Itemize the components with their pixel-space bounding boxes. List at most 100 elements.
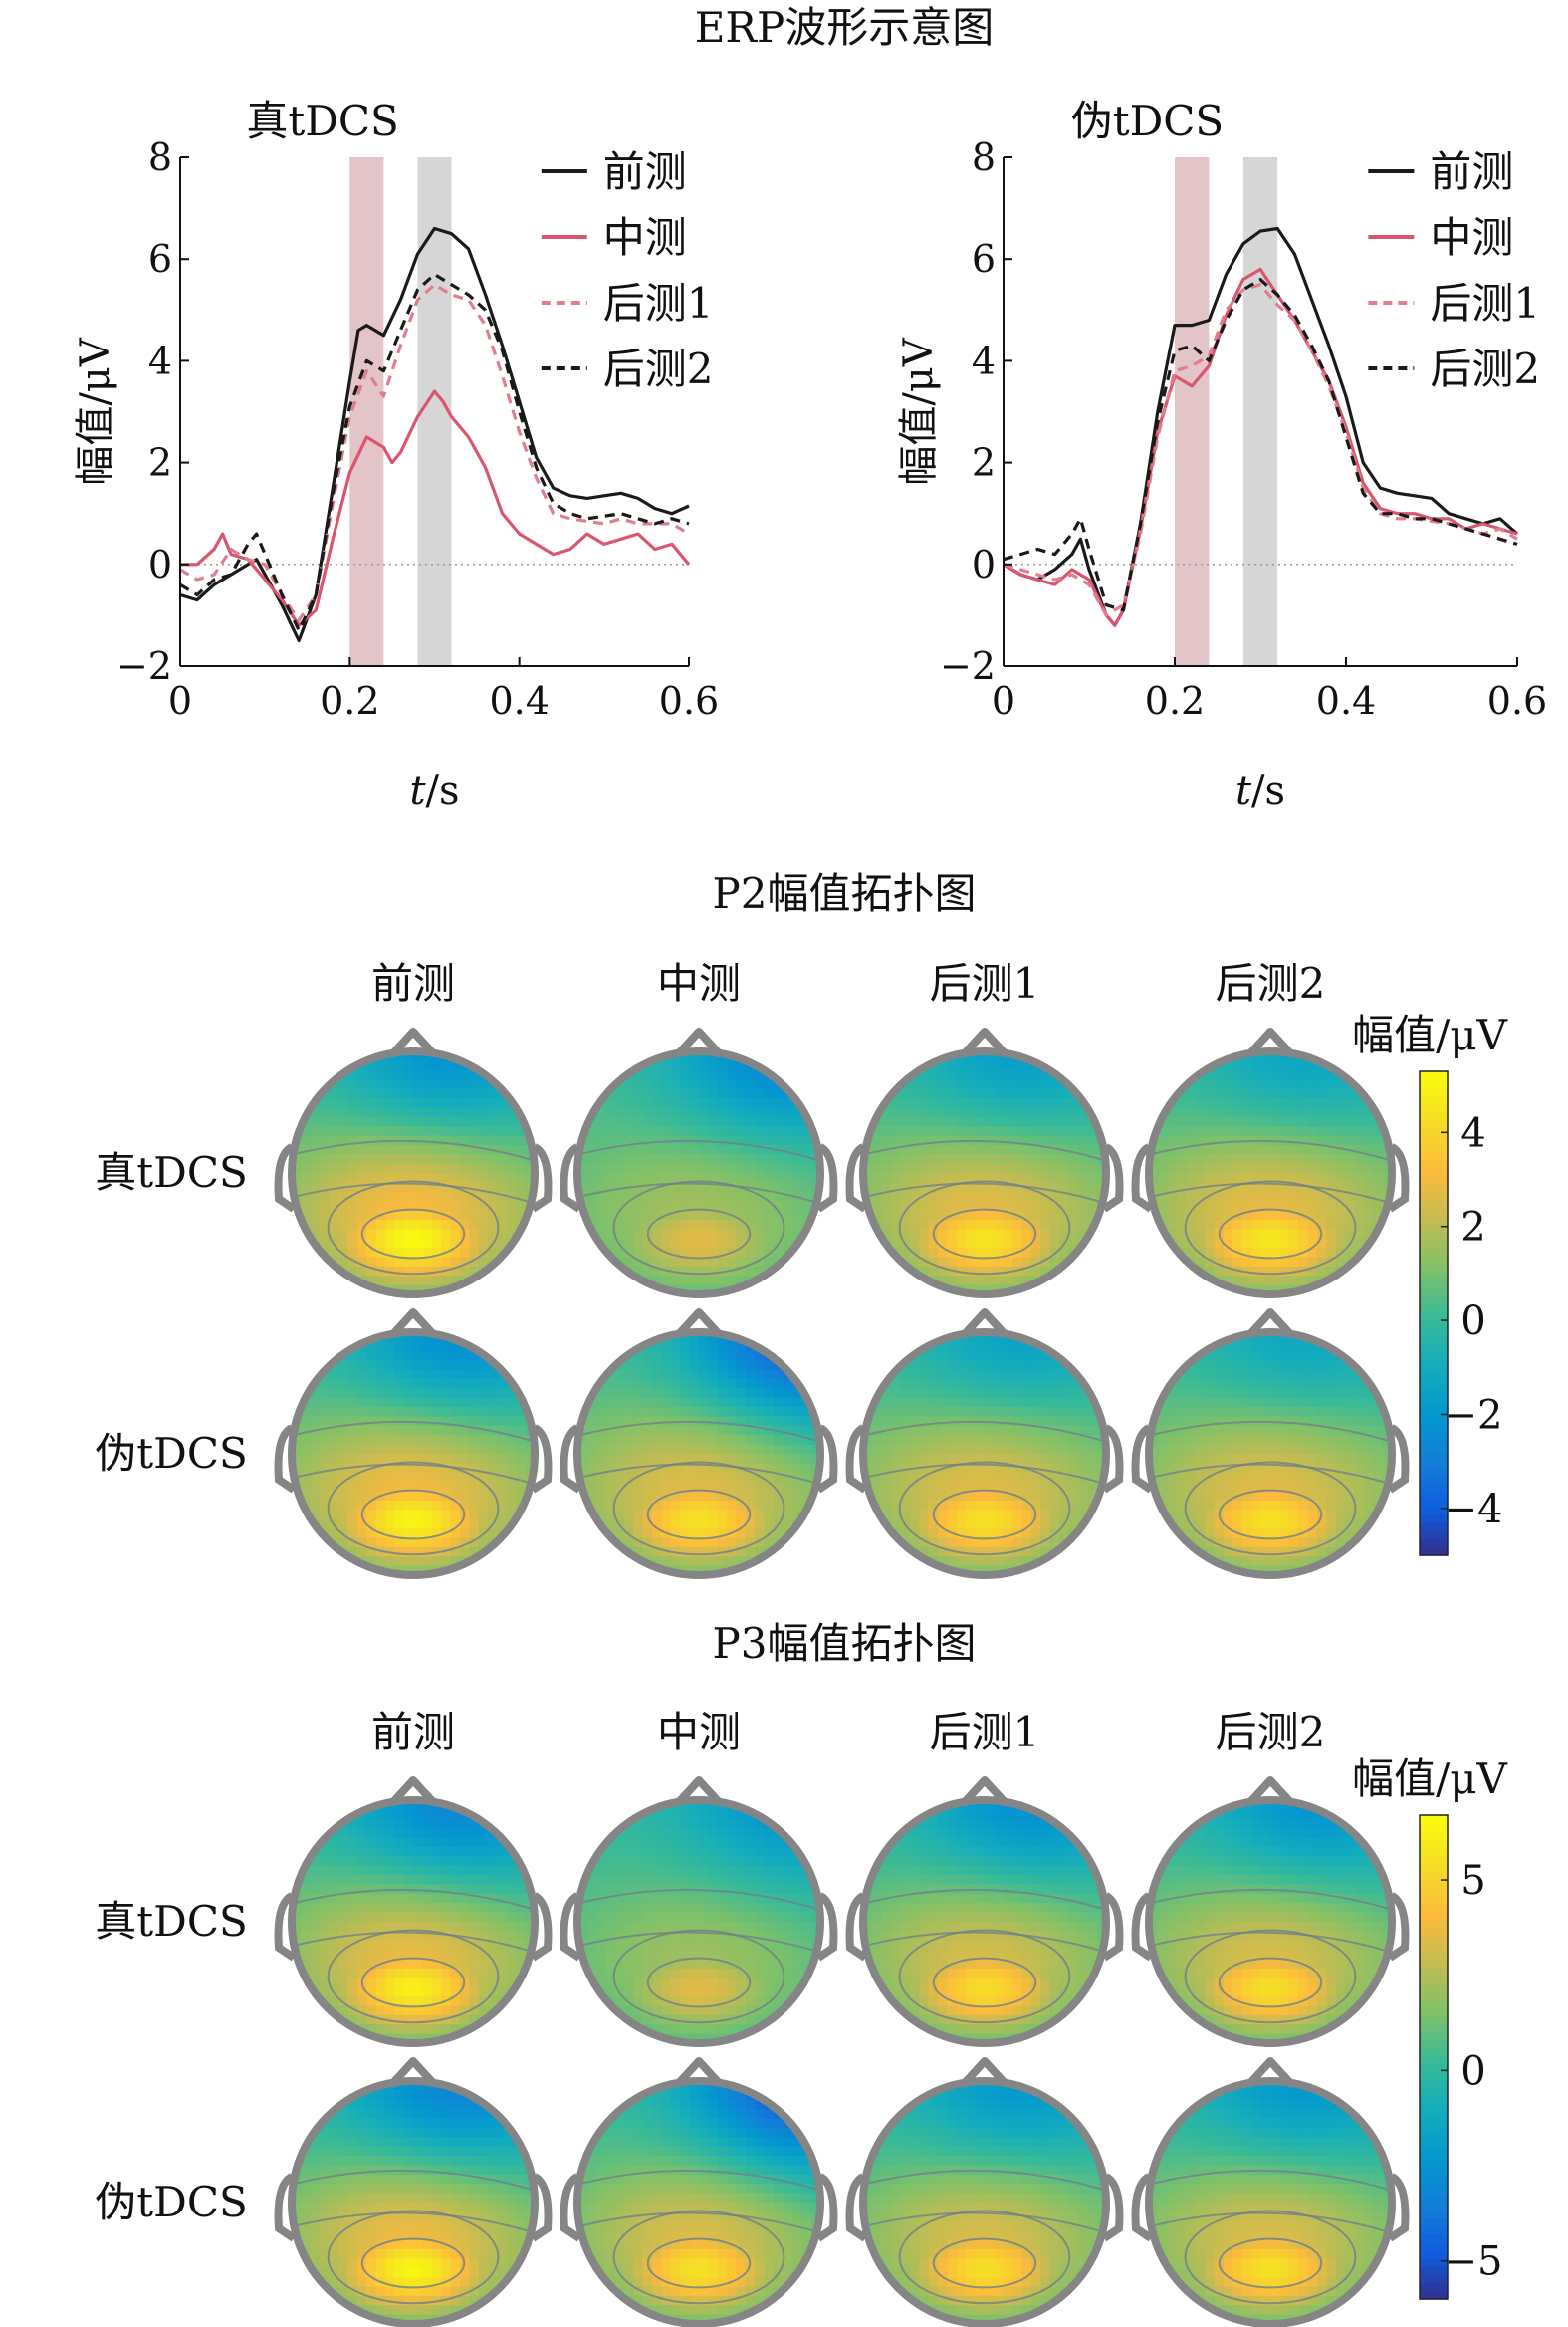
colorbar-segment — [1420, 2266, 1448, 2276]
colorbar-segment — [1420, 1184, 1448, 1194]
row-label: 真tDCS — [95, 1148, 247, 1197]
y-tick-label: 2 — [972, 441, 996, 485]
x-axis-label: t/s — [1235, 768, 1285, 814]
colorbar-segment — [1420, 1143, 1448, 1153]
colorbar-segment — [1420, 1200, 1448, 1210]
y-tick-label: −2 — [940, 644, 996, 688]
y-tick-label: 4 — [148, 339, 172, 382]
colorbar-frame — [1419, 1814, 1449, 2300]
topo-map — [865, 1802, 1104, 2041]
colorbar-segment — [1420, 1847, 1448, 1857]
chart-title: 伪tDCS — [1071, 97, 1224, 145]
head-nose — [388, 1308, 438, 1339]
colorbar-segment — [1420, 2032, 1448, 2042]
colorbar-segment — [1420, 2178, 1448, 2188]
y-tick-label: 8 — [972, 135, 996, 179]
colorbar-segment — [1420, 2250, 1448, 2260]
colorbar-segment — [1420, 2040, 1448, 2050]
colorbar-segment — [1420, 1887, 1448, 1897]
head-ear-left — [845, 2173, 868, 2242]
colorbar-segment — [1420, 1466, 1448, 1476]
column-header: 后测1 — [930, 959, 1040, 1008]
colorbar-segment — [1420, 1507, 1448, 1516]
x-tick-label: 0 — [168, 679, 192, 723]
colorbar-segment — [1420, 1402, 1448, 1411]
colorbar-segment — [1420, 1491, 1448, 1500]
head-outline — [288, 1796, 539, 2047]
head-ear-left — [274, 1143, 297, 1213]
head-ear-left — [274, 1424, 297, 1494]
head-ear-left — [845, 1143, 868, 1213]
colorbar-segment — [1420, 1095, 1448, 1104]
head-ear-left — [1131, 1424, 1154, 1494]
series-line-2 — [180, 389, 691, 627]
colorbar-segment — [1420, 1087, 1448, 1096]
head-ear-left — [274, 1892, 297, 1962]
legend-label: 前测 — [1430, 147, 1513, 196]
colorbar-segment — [1420, 1458, 1448, 1468]
colorbar-segment — [1420, 1321, 1448, 1330]
topo-map — [865, 2083, 1104, 2322]
colorbar-segment — [1420, 1176, 1448, 1185]
x-tick-label: 0.4 — [1316, 679, 1376, 723]
row-label: 真tDCS — [95, 1897, 247, 1946]
column-header: 后测2 — [1216, 1708, 1326, 1756]
colorbar-tick-label: 2 — [1460, 1205, 1485, 1251]
colorbar-label: 幅值/μV — [1352, 1011, 1507, 1059]
colorbar-segment — [1420, 2290, 1448, 2300]
colorbar-segment — [1420, 1079, 1448, 1088]
colorbar-segment — [1420, 1394, 1448, 1403]
y-tick-label: −2 — [116, 644, 172, 688]
head-ear-right — [1101, 1424, 1124, 1494]
colorbar-segment — [1420, 1127, 1448, 1137]
head-outline — [573, 2077, 824, 2327]
topo-map — [1151, 1334, 1390, 1573]
head-nose — [388, 1028, 438, 1058]
colorbar-segment — [1420, 2024, 1448, 2034]
colorbar-segment — [1420, 1879, 1448, 1889]
series-line-1 — [179, 226, 690, 643]
colorbar-segment — [1420, 1546, 1448, 1556]
colorbar-segment — [1420, 1920, 1448, 1929]
colorbar-segment — [1420, 1385, 1448, 1395]
head-ear-left — [845, 1424, 868, 1494]
column-header: 中测 — [657, 1708, 741, 1756]
colorbar-tick-label: 4 — [1460, 1110, 1485, 1156]
colorbar-segment — [1420, 2008, 1448, 2018]
column-header: 前测 — [371, 1708, 455, 1756]
colorbar-segment — [1420, 2138, 1448, 2147]
colorbar-segment — [1420, 1071, 1448, 1080]
head-outline — [1145, 1047, 1396, 1298]
head-ear-left — [560, 1424, 582, 1494]
colorbar-segment — [1420, 1992, 1448, 2001]
colorbar-segment — [1420, 1313, 1448, 1322]
colorbar-segment — [1420, 1152, 1448, 1161]
head-nose — [960, 1776, 1009, 1807]
head-nose — [388, 1776, 438, 1807]
head-nose — [960, 2057, 1009, 2088]
head-ear-left — [1131, 1143, 1154, 1213]
series-line-4 — [179, 272, 690, 632]
colorbar-segment — [1420, 2057, 1448, 2066]
head-outline — [573, 1796, 824, 2047]
colorbar-segment — [1420, 1249, 1448, 1258]
colorbar-segment — [1420, 1329, 1448, 1338]
head-outline — [573, 1047, 824, 1298]
colorbar-segment — [1420, 1418, 1448, 1427]
colorbar-segment — [1420, 1192, 1448, 1202]
colorbar-segment — [1420, 1257, 1448, 1266]
highlight-window — [349, 157, 384, 666]
head-outline — [288, 2077, 539, 2327]
y-tick-label: 0 — [972, 543, 996, 586]
colorbar-segment — [1420, 1823, 1448, 1832]
colorbar-segment — [1420, 1208, 1448, 1218]
colorbar-segment — [1420, 2065, 1448, 2074]
row-label: 伪tDCS — [95, 1429, 247, 1478]
colorbar-segment — [1420, 2048, 1448, 2058]
head-outline — [288, 1328, 539, 1579]
colorbar-segment — [1420, 1241, 1448, 1250]
colorbar-tick-label: 0 — [1460, 1298, 1485, 1344]
